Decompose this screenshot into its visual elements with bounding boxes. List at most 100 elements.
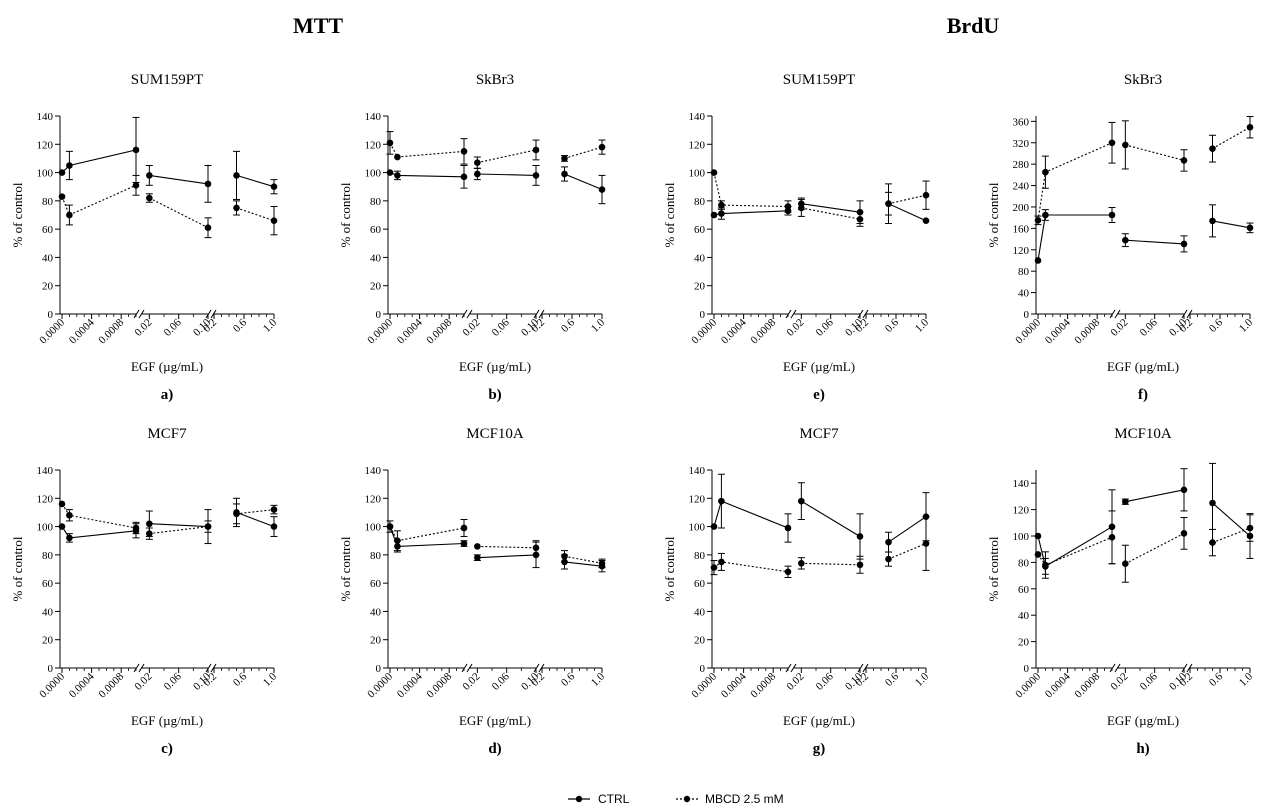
axis-break-mark [461,309,468,319]
x-tick-label: 0.6 [559,670,578,689]
series-line [1037,536,1113,566]
x-tick-label: 0.06 [1138,316,1160,338]
data-point [1122,498,1129,505]
y-tick-label: 140 [365,465,382,477]
series-line [564,561,603,567]
data-point [856,533,864,540]
x-tick-label: 1.0 [1237,316,1256,335]
y-axis-label: % of control [338,536,353,601]
y-axis-label: % of control [10,182,25,247]
x-tick-label: 0.0004 [1043,670,1073,700]
series-line [61,184,137,216]
data-point [460,540,468,547]
series-mbcd [386,131,606,169]
y-tick-label: 100 [365,168,382,180]
panel-h: MCF10A h) EGF (µg/mL) % of control 0 20 40 60 80… [986,426,1255,757]
panel-label: b) [488,387,501,403]
x-tick-label: 0.06 [814,316,836,338]
data-point [784,524,792,532]
y-tick-label: 0 [1024,309,1030,321]
series-line [888,516,927,543]
data-point [718,201,725,209]
series-line [1212,502,1251,537]
panel-title: MCF7 [147,426,187,442]
series-line [1125,489,1185,503]
x-axis-label: EGF (µg/mL) [131,713,203,728]
series-mbcd [58,500,278,540]
data-point [1108,534,1116,541]
data-point [66,211,73,219]
y-tick-label: 100 [689,168,706,180]
x-tick-label: 0.0004 [1043,316,1073,346]
y-tick-label: 140 [37,465,54,477]
x-tick-label: 0.02 [460,671,482,693]
data-point [798,204,805,212]
y-tick-label: 60 [694,224,706,236]
y-tick-label: 200 [1013,202,1030,214]
data-point [1042,168,1049,176]
y-axis-label: % of control [338,182,353,247]
series-line [61,149,137,173]
data-point [66,162,73,169]
x-tick-label: 0.6 [1207,316,1226,335]
y-tick-label: 120 [689,493,706,505]
y-tick-label: 60 [42,224,54,236]
panel-label: h) [1136,741,1149,757]
data-point [532,172,540,179]
series-line [149,174,209,185]
data-point [270,183,278,191]
x-tick-label: 0.0008 [96,316,126,346]
data-point [598,560,606,567]
y-tick-label: 80 [694,196,706,208]
y-tick-label: 40 [370,606,382,618]
panel-b: SkBr3 b) EGF (µg/mL) % of control 0 20 40 60 80 1… [338,72,607,403]
data-point [204,224,212,232]
data-point [474,543,481,550]
y-tick-label: 160 [1013,223,1030,235]
data-point [561,552,568,560]
series-line [389,526,465,542]
series-line [61,503,137,529]
y-tick-label: 120 [365,139,382,151]
data-point [386,139,394,147]
series-line [888,194,927,205]
series-line [1212,220,1251,229]
y-tick-label: 80 [42,550,54,562]
data-point [718,497,725,505]
x-tick-label: 0.6 [883,316,902,335]
data-point [386,523,394,530]
series-line [389,172,465,178]
panel-title: MCF10A [1114,426,1172,442]
panel-f: SkBr3 f) EGF (µg/mL) % of control 0 40 80 120 16… [986,72,1255,403]
y-tick-label: 0 [700,663,706,675]
data-point [146,530,153,537]
series-ctrl [386,523,606,573]
y-tick-label: 100 [365,522,382,534]
x-tick-label: 0.06 [162,670,184,692]
data-point [1122,560,1129,568]
series-line [477,149,537,164]
x-axis-label: EGF (µg/mL) [459,359,531,374]
axis-break-mark [133,663,140,673]
data-point [922,217,930,224]
y-tick-label: 80 [42,196,54,208]
series-line [149,526,209,535]
x-tick-label: 0.6 [883,670,902,689]
legend: CTRL MBCD 2.5 mM [568,792,784,806]
y-tick-label: 140 [689,465,706,477]
series-line [1125,532,1185,565]
series-line [236,511,275,528]
series-mbcd [386,519,606,569]
y-tick-label: 40 [1018,610,1030,622]
series-line [801,500,861,537]
x-tick-label: 0.0008 [424,316,454,346]
x-tick-label: 0.06 [162,316,184,338]
data-point [1209,539,1216,546]
x-axis-label: EGF (µg/mL) [783,359,855,374]
axis-break-mark [138,663,145,673]
data-point [784,203,792,210]
data-point [460,173,468,181]
data-point [718,558,725,566]
series-line [888,542,927,560]
